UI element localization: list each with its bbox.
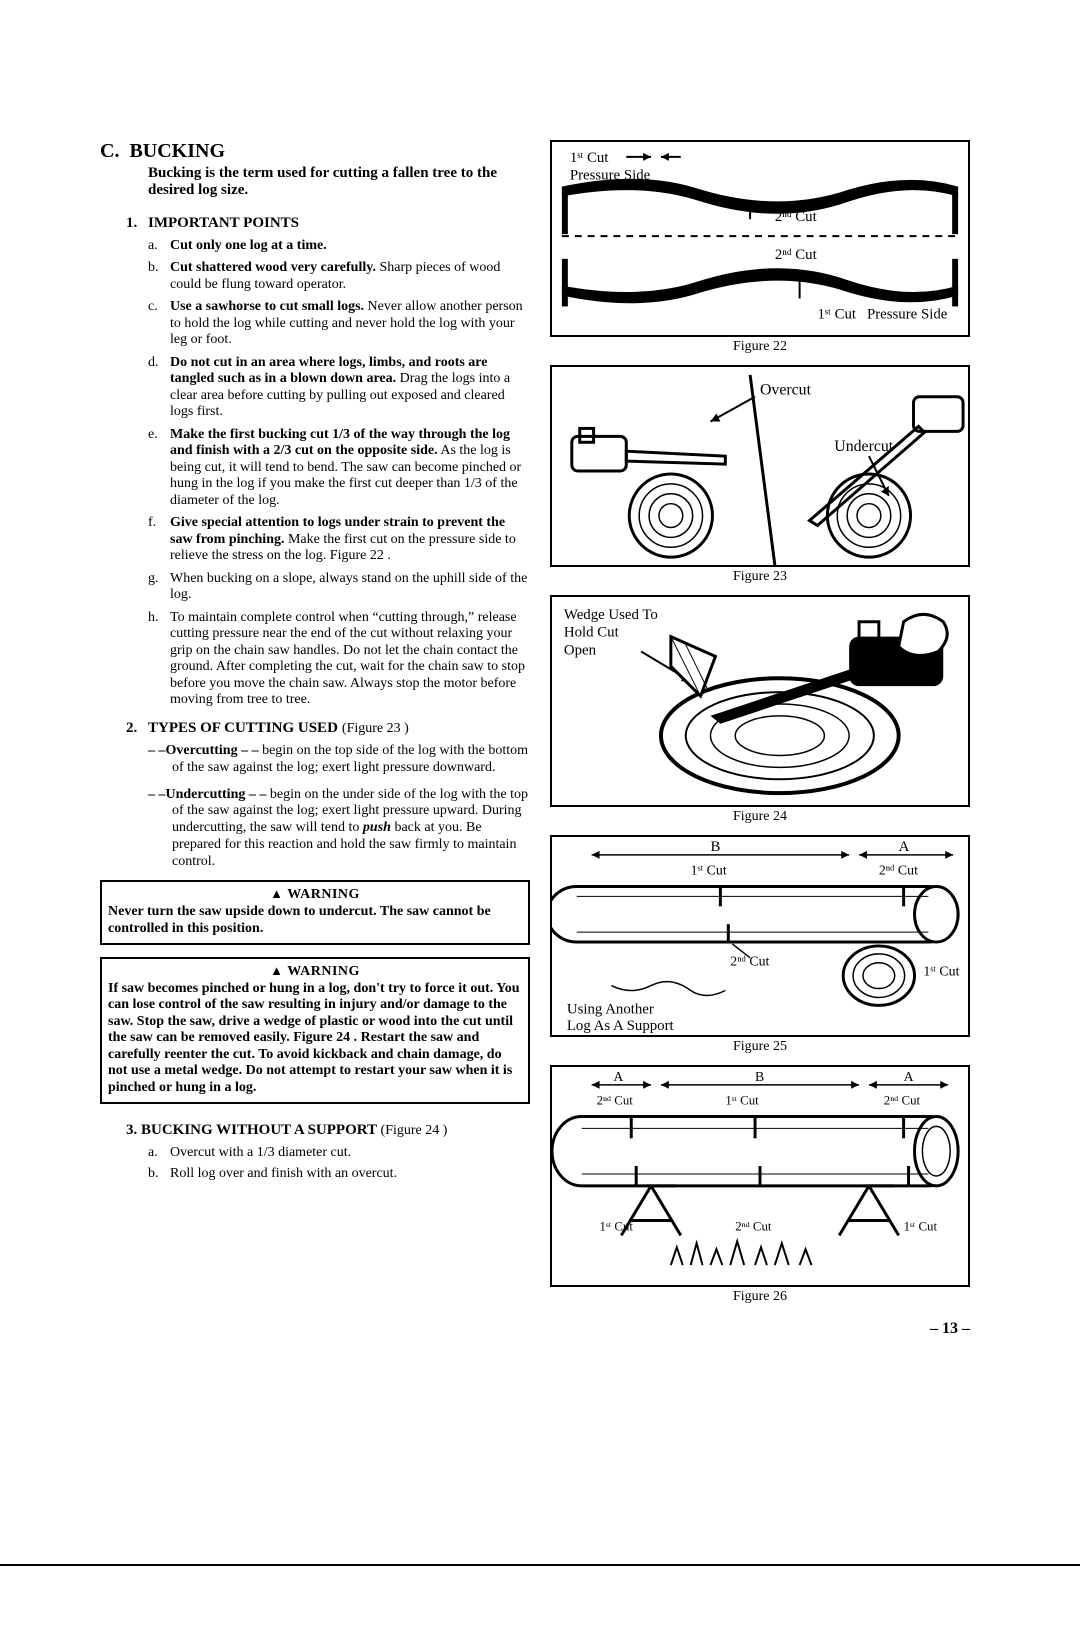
sub3-a: a.Overcut with a 1/3 diameter cut. — [148, 1145, 530, 1162]
figure-22: 1ˢᵗ Cut Pressure Side 2ⁿᵈ Cut 2ⁿᵈ Cut 1ˢ… — [550, 140, 970, 337]
right-column: 1ˢᵗ Cut Pressure Side 2ⁿᵈ Cut 2ⁿᵈ Cut 1ˢ… — [550, 140, 970, 1315]
figure-24-caption: Figure 24 — [550, 809, 970, 825]
warning-triangle-icon: ▲ — [270, 886, 283, 901]
f26-t2a: 2ⁿᵈ Cut — [597, 1094, 634, 1108]
bottom-rule — [0, 1564, 1080, 1566]
undercutting-def: – –Undercutting – – begin on the under s… — [148, 787, 530, 871]
point-g: g.When bucking on a slope, always stand … — [148, 571, 530, 604]
section-letter: C. — [100, 140, 119, 162]
warning1-title: ▲ WARNING — [108, 886, 522, 904]
sub3-heading: 3. BUCKING WITHOUT A SUPPORT (Figure 24 … — [126, 1122, 530, 1139]
intro-bold: Bucking is the term used for cutting a f… — [148, 165, 497, 198]
figure-24: Wedge Used To Hold Cut Open — [550, 595, 970, 807]
point-a: a.Cut only one log at a time. — [148, 238, 530, 255]
f26-A2: A — [904, 1069, 914, 1084]
figure-23-caption: Figure 23 — [550, 569, 970, 585]
warning1-body: Never turn the saw upside down to underc… — [108, 904, 491, 936]
f25-1stcut-b: 1ˢᵗ Cut — [923, 964, 959, 979]
point-f: f.Give special attention to logs under s… — [148, 515, 530, 565]
warning2-body: If saw becomes pinched or hung in a log,… — [108, 981, 520, 1095]
f26-b2: 2ⁿᵈ Cut — [735, 1220, 772, 1234]
f26-t1: 1ˢᵗ Cut — [725, 1094, 759, 1108]
point-h: h.To maintain complete control when “cut… — [148, 610, 530, 709]
cutting-types: – –Overcutting – – begin on the top side… — [148, 743, 530, 871]
f22-pside-b: Pressure Side — [867, 306, 948, 322]
figure-26: A B A 2ⁿᵈ Cut 1ˢᵗ Cut 2ⁿᵈ Cut — [550, 1065, 970, 1287]
sub3-figref: (Figure 24 ) — [381, 1123, 448, 1138]
f24-wedge1: Wedge Used To — [564, 607, 658, 623]
f26-t2b: 2ⁿᵈ Cut — [884, 1094, 921, 1108]
manual-page: C. BUCKING Bucking is the term used for … — [100, 140, 970, 1315]
f26-b1a: 1ˢᵗ Cut — [600, 1220, 634, 1234]
left-column: C. BUCKING Bucking is the term used for … — [100, 140, 530, 1315]
f25-sup1: Using Another — [567, 1002, 654, 1018]
warning-triangle-icon: ▲ — [270, 963, 283, 978]
sub1-heading: 1. IMPORTANT POINTS — [126, 214, 530, 232]
sub2-title: TYPES OF CUTTING USED — [148, 720, 338, 736]
f25-B: B — [710, 839, 720, 855]
point-c: c.Use a sawhorse to cut small logs. Neve… — [148, 299, 530, 349]
figure-26-caption: Figure 26 — [550, 1289, 970, 1305]
important-points-list: a.Cut only one log at a time. b.Cut shat… — [148, 238, 530, 709]
sub2-heading: 2. TYPES OF CUTTING USED (Figure 23 ) — [126, 719, 530, 737]
sub1-num: 1. — [126, 215, 144, 232]
point-d: d.Do not cut in an area where logs, limb… — [148, 355, 530, 421]
figure-25-caption: Figure 25 — [550, 1039, 970, 1055]
f23-overcut: Overcut — [760, 382, 812, 399]
sub2-num: 2. — [126, 720, 144, 737]
f26-b1b: 1ˢᵗ Cut — [904, 1220, 938, 1234]
figure-22-caption: Figure 22 — [550, 339, 970, 355]
f22-1stcut-b: 1ˢᵗ Cut — [817, 306, 856, 322]
page-number: – 13 – — [930, 1320, 970, 1338]
f25-A: A — [899, 839, 910, 855]
warning-box-2: ▲ WARNING If saw becomes pinched or hung… — [100, 957, 530, 1104]
section-title: BUCKING — [129, 140, 225, 162]
point-b: b.Cut shattered wood very carefully. Sha… — [148, 260, 530, 293]
figure-23: Overcut Undercut — [550, 365, 970, 567]
f26-B: B — [755, 1069, 764, 1084]
sub3-list: a.Overcut with a 1/3 diameter cut. b.Rol… — [148, 1145, 530, 1182]
figure-25: B A 1ˢᵗ Cut 2ⁿᵈ Cut 2ⁿᵈ Cut — [550, 835, 970, 1037]
sub3-b: b.Roll log over and finish with an overc… — [148, 1166, 530, 1183]
warning-box-1: ▲ WARNING Never turn the saw upside down… — [100, 880, 530, 945]
f24-wedge3: Open — [564, 643, 597, 659]
overcutting-def: – –Overcutting – – begin on the top side… — [148, 743, 530, 777]
section-heading: C. BUCKING — [100, 140, 530, 163]
f25-1stcut: 1ˢᵗ Cut — [691, 863, 727, 878]
section-intro: Bucking is the term used for cutting a f… — [148, 165, 530, 200]
f25-2ndcut-b: 2ⁿᵈ Cut — [730, 954, 769, 969]
point-e: e.Make the first bucking cut 1/3 of the … — [148, 427, 530, 510]
f25-2ndcut-a: 2ⁿᵈ Cut — [879, 863, 918, 878]
f25-sup2: Log As A Support — [567, 1018, 675, 1034]
warning2-title: ▲ WARNING — [108, 963, 522, 981]
f22-1stcut: 1ˢᵗ Cut — [570, 150, 609, 166]
f26-A1: A — [613, 1069, 623, 1084]
sub2-figref: (Figure 23 ) — [342, 721, 409, 736]
f23-undercut: Undercut — [834, 438, 893, 455]
f22-2ndcut-b: 2ⁿᵈ Cut — [775, 247, 818, 263]
sub1-title: IMPORTANT POINTS — [148, 215, 299, 231]
f22-2ndcut: 2ⁿᵈ Cut — [775, 209, 818, 225]
f24-wedge2: Hold Cut — [564, 625, 620, 641]
